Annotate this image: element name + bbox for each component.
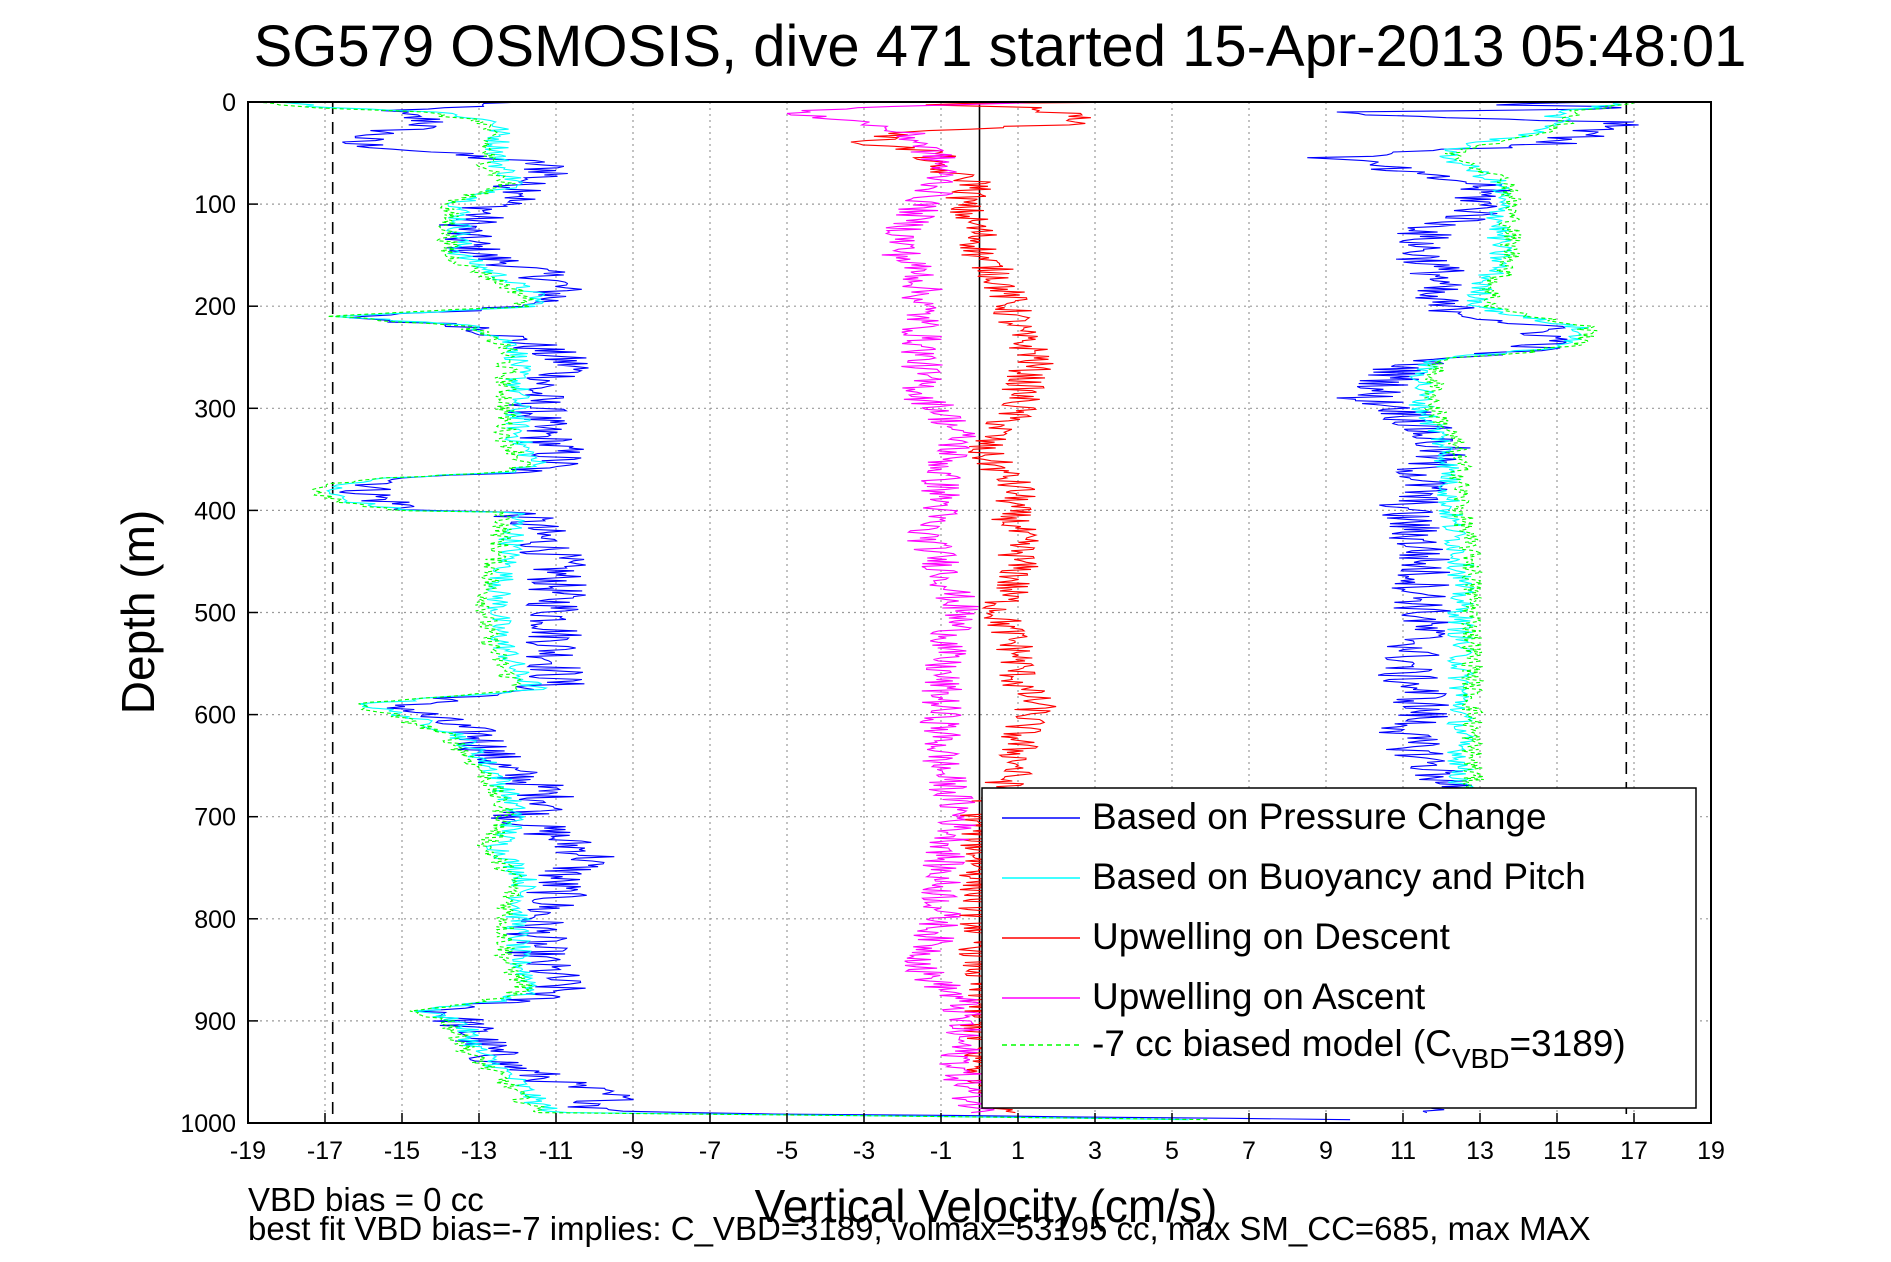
x-tick-label-4: -11 (539, 1137, 573, 1165)
y-tick-label-9: 900 (194, 1008, 236, 1036)
legend-label-0: Based on Pressure Change (1092, 796, 1547, 837)
y-tick-label-3: 300 (194, 395, 236, 423)
y-tick-label-6: 600 (194, 702, 236, 730)
y-tick-label-0: 0 (222, 89, 236, 117)
series-pressure_descent (339, 102, 1351, 1121)
y-tick-label-10: 1000 (180, 1110, 236, 1138)
legend-box (981, 787, 1697, 1109)
x-tick-label-5: -9 (622, 1137, 644, 1165)
x-tick-label-9: -1 (930, 1137, 952, 1165)
series-biased_descent (256, 102, 1209, 1121)
x-tick-label-12: 5 (1165, 1137, 1179, 1165)
y-tick-label-8: 800 (194, 906, 236, 934)
x-tick-label-3: -13 (461, 1137, 497, 1165)
x-axis-label: Vertical Velocity (cm/s) (755, 1180, 1218, 1232)
x-tick-label-15: 11 (1390, 1137, 1416, 1165)
legend-label-3: Upwelling on Ascent (1092, 976, 1426, 1017)
y-tick-labels: 0 100 200 300 400 500 600 700 800 900 1000 (180, 89, 258, 1138)
legend: Based on Pressure Change Based on Buoyanc… (981, 787, 1697, 1109)
y-axis-label: Depth (m) (112, 510, 164, 714)
x-tick-label-16: 13 (1466, 1137, 1494, 1165)
series-upwelling_ascent (786, 102, 1046, 1114)
y-tick-label-1: 100 (194, 191, 236, 219)
y-tick-label-7: 700 (194, 804, 236, 832)
x-tick-label-17: 15 (1543, 1137, 1571, 1165)
x-tick-label-19: 19 (1697, 1137, 1725, 1165)
x-tick-labels: -19 -17 -15 -13 -11 -9 -7 -5 -3 -1 1 3 5 7 9 11 13 15 17 19 (230, 1113, 1725, 1165)
x-tick-label-2: -15 (384, 1137, 420, 1165)
best-fit-note: best fit VBD bias=-7 implies: C_VBD=3189… (248, 1210, 1591, 1247)
legend-label-4: -7 cc biased model (CVBD=3189) (1092, 1023, 1626, 1074)
vbd-bias-note: VBD bias = 0 cc (248, 1181, 484, 1218)
y-tick-label-2: 200 (194, 293, 236, 321)
legend-label-2: Upwelling on Descent (1092, 916, 1451, 957)
x-tick-label-11: 3 (1088, 1137, 1102, 1165)
x-tick-label-6: -7 (699, 1137, 721, 1165)
series-model_descent (277, 102, 1189, 1121)
x-tick-label-0: -19 (230, 1137, 266, 1165)
legend-label-1: Based on Buoyancy and Pitch (1092, 856, 1586, 897)
y-tick-label-5: 500 (194, 600, 236, 628)
x-tick-label-7: -5 (776, 1137, 798, 1165)
x-tick-label-18: 17 (1620, 1137, 1648, 1165)
x-tick-label-13: 7 (1242, 1137, 1256, 1165)
x-tick-label-10: 1 (1011, 1137, 1025, 1165)
x-tick-label-8: -3 (853, 1137, 875, 1165)
chart-title: SG579 OSMOSIS, dive 471 started 15-Apr-2… (254, 14, 1747, 79)
y-tick-label-4: 400 (194, 497, 236, 525)
x-tick-label-1: -17 (307, 1137, 343, 1165)
x-tick-label-14: 9 (1319, 1137, 1333, 1165)
